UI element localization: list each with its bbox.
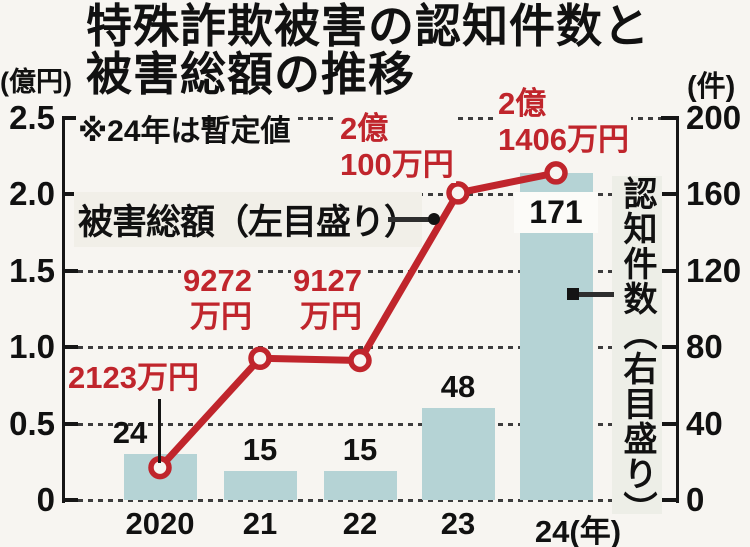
x-axis-category-label: 22: [342, 506, 378, 541]
line-series-label: 被害総額（左目盛り）: [74, 192, 423, 247]
left-axis-tick-label: 2.0: [9, 175, 55, 212]
line-label-callout: [388, 217, 434, 222]
chart-title-line1: 特殊詐欺被害の認知件数と: [86, 0, 650, 52]
line-point-label-line: 1406万円: [498, 122, 629, 157]
right-axis-tick-label: 160: [686, 175, 742, 212]
x-axis-category-label: 24(年): [534, 514, 622, 547]
line-point-label-line: 万円: [300, 299, 362, 334]
left-axis-line: [62, 118, 65, 503]
left-axis-tick: [62, 422, 78, 426]
bar-value-label: 48: [440, 369, 476, 404]
bar-case-count: [323, 471, 397, 500]
line-point-label: 9272 万円: [181, 263, 254, 335]
left-axis-tick: [62, 192, 78, 196]
bar-series-label: 認知件数（右目盛り）: [612, 176, 662, 526]
left-axis-tick: [62, 269, 78, 273]
right-axis-tick-label: 80: [686, 328, 723, 365]
bar-value-label: 15: [342, 432, 378, 467]
right-axis-tick: [661, 498, 679, 502]
line-point-label-line: 9127: [293, 263, 362, 298]
line-point-marker: [248, 346, 272, 371]
line-point-label-line: 100万円: [340, 147, 454, 182]
first-point-callout: [158, 399, 161, 463]
bar-case-count: [421, 408, 495, 500]
right-axis-tick: [661, 345, 679, 349]
line-point-label-line: 9272: [183, 263, 252, 298]
line-label-callout-dot: [428, 213, 440, 225]
left-axis-unit: (億円): [0, 67, 72, 97]
left-axis-tick: [62, 116, 78, 120]
bar-value-label: 171: [514, 192, 598, 233]
bar-series-label-text: 認知件数（右目盛り）: [618, 176, 656, 526]
left-axis-tick-label: 0: [36, 481, 55, 518]
left-axis-tick-label: 2.5: [9, 99, 55, 136]
right-axis-tick-label: 120: [686, 252, 742, 289]
right-axis-tick-label: 0: [686, 481, 705, 518]
bar-value-label: 24: [112, 415, 148, 450]
x-axis-category-label: 23: [440, 506, 476, 541]
chart-title-line2: 被害総額の推移: [86, 48, 415, 100]
x-axis-category-label: 2020: [125, 506, 195, 541]
right-axis-line: [676, 118, 679, 503]
provisional-note: ※24年は暫定値: [76, 106, 293, 150]
line-point-label: 9127 万円: [291, 263, 364, 335]
bar-label-callout-dot: [567, 288, 579, 300]
h-gridline: [78, 270, 662, 273]
line-point-marker: [544, 161, 568, 185]
line-point-label: 2億 1406万円: [496, 86, 631, 158]
line-point-label-line: 2億: [340, 111, 389, 146]
bar-label-callout: [572, 292, 614, 297]
left-axis-tick: [62, 498, 78, 502]
line-point-marker: [446, 181, 470, 205]
line-point-label-line: 2億: [498, 86, 547, 121]
left-axis-tick-label: 0.5: [9, 405, 55, 442]
right-axis-tick: [661, 269, 679, 273]
line-point-label: 2123万円: [66, 360, 201, 396]
left-axis-tick-label: 1.5: [9, 252, 55, 289]
line-point-label-line: 万円: [190, 299, 252, 334]
right-axis-tick: [661, 116, 679, 120]
h-gridline: [78, 423, 662, 426]
x-axis-category-label: 21: [242, 506, 278, 541]
line-point-label-line: 2123万円: [68, 360, 199, 395]
h-gridline: [78, 499, 662, 502]
line-point-label: 2億 100万円: [338, 111, 456, 183]
right-axis-tick-label: 40: [686, 405, 723, 442]
right-axis-tick: [661, 422, 679, 426]
bar-case-count: [223, 471, 297, 500]
bar-value-label: 15: [242, 432, 278, 467]
right-axis-tick: [661, 192, 679, 196]
left-axis-tick: [62, 345, 78, 349]
line-point-marker: [348, 348, 372, 373]
right-axis-tick-label: 200: [686, 99, 742, 136]
left-axis-tick-label: 1.0: [9, 328, 55, 365]
right-axis-unit: (件): [687, 71, 736, 103]
